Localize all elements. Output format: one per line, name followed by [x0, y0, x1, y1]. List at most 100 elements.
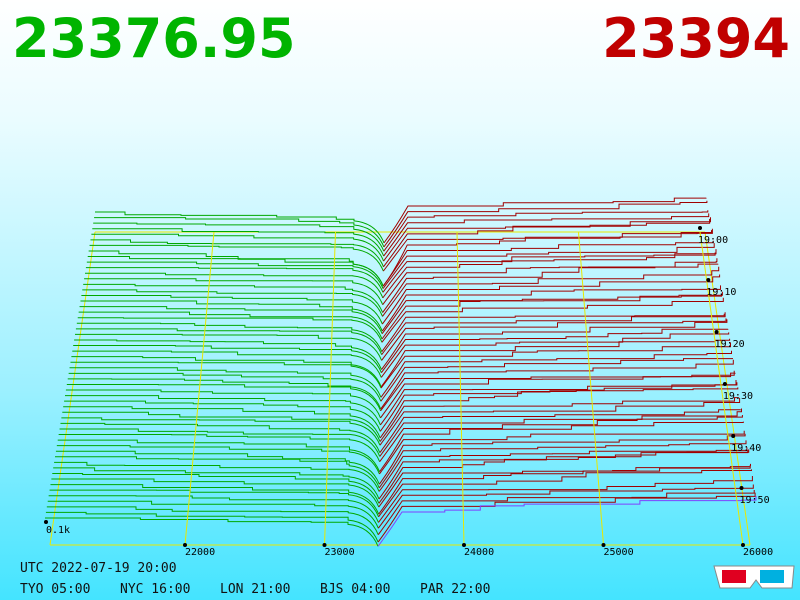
- time-tick: [698, 226, 702, 230]
- ask-depth-line: [377, 484, 754, 529]
- ask-depth-line: [381, 297, 724, 343]
- bid-depth-line: [65, 395, 381, 426]
- ask-depth-line: [383, 217, 711, 268]
- bid-depth-line: [70, 361, 382, 389]
- price-tick-label: 22000: [185, 547, 215, 558]
- red-lens: [722, 570, 746, 583]
- price-tick-label: 24000: [464, 547, 494, 558]
- price-grid-line: [699, 231, 744, 546]
- ask-depth-line: [381, 274, 721, 325]
- bid-depth-line: [55, 456, 380, 488]
- bid-depth-line: [74, 339, 382, 370]
- bid-depth-line: [68, 372, 382, 402]
- ask-depth-line: [379, 387, 739, 439]
- ask-depth-line: [380, 350, 732, 398]
- time-tick-label: 19:20: [715, 339, 745, 350]
- ask-depth-line: [383, 210, 709, 252]
- ask-depth-line: [379, 398, 741, 446]
- price-tick-label: 26000: [743, 547, 773, 558]
- bid-depth-line: [76, 322, 383, 352]
- bid-depth-line: [57, 439, 380, 472]
- utc-time: UTC 2022-07-19 20:00: [20, 561, 177, 576]
- bid-depth-line: [91, 233, 385, 262]
- ask-depth-line: [378, 469, 752, 518]
- bid-price: 23376.95: [12, 7, 296, 70]
- bid-depth-line: [59, 428, 381, 457]
- bid-depth-line: [65, 389, 381, 419]
- ask-depth-line: [381, 318, 727, 361]
- ask-depth-line: [383, 218, 711, 262]
- ask-depth-line: [381, 291, 723, 340]
- ask-depth-line: [380, 328, 729, 373]
- ask-depth-line: [380, 359, 734, 410]
- city-clock: TYO 05:00: [20, 582, 90, 597]
- time-tick: [714, 330, 719, 334]
- bid-depth-line: [85, 272, 384, 299]
- price-tick-label: 25000: [604, 547, 634, 558]
- volume-label: 0.1k: [46, 525, 70, 536]
- ask-depth-line: [378, 476, 753, 523]
- city-clock: PAR 22:00: [420, 582, 490, 597]
- ask-depth-line: [382, 263, 719, 313]
- ask-depth-line: [379, 430, 745, 475]
- bid-depth-line: [51, 478, 380, 508]
- price-grid-line: [456, 231, 465, 546]
- bid-depth-line: [49, 489, 380, 518]
- ask-depth-line: [381, 319, 728, 370]
- ask-depth-line: [377, 490, 755, 535]
- price-tick-label: 23000: [325, 547, 355, 558]
- bid-depth-line: [75, 328, 383, 355]
- time-tick-label: 19:00: [698, 235, 728, 246]
- time-tick-label: 19:30: [723, 391, 753, 402]
- bid-depth-line: [69, 367, 382, 398]
- bid-depth-line: [92, 228, 385, 257]
- bid-depth-line: [95, 211, 385, 244]
- ask-depth-line: [379, 382, 738, 432]
- ask-depth-line: [383, 213, 710, 257]
- bid-depth-line: [62, 411, 381, 442]
- ask-depth-line: [380, 342, 731, 389]
- bid-depth-line: [75, 333, 383, 361]
- time-tick-label: 19:40: [731, 443, 761, 454]
- bid-depth-line: [50, 484, 380, 515]
- ask-depth-line: [382, 243, 715, 289]
- price-grid-line: [184, 231, 215, 546]
- time-tick: [731, 434, 736, 438]
- ask-depth-line: [380, 372, 736, 419]
- ask-depth-line: [378, 449, 749, 500]
- bid-depth-line: [56, 445, 380, 475]
- ask-depth-line: [377, 492, 756, 543]
- time-tick: [739, 486, 744, 490]
- bid-depth-line: [94, 217, 385, 248]
- city-clock: BJS 04:00: [320, 582, 390, 597]
- bid-depth-line: [93, 222, 385, 252]
- ask-depth-line: [381, 295, 722, 335]
- bid-depth-line: [53, 467, 380, 500]
- price-tick: [741, 543, 745, 547]
- time-tick-label: 19:50: [740, 495, 770, 506]
- price-grid-line: [578, 231, 604, 546]
- ask-depth-line: [378, 440, 747, 489]
- time-tick: [706, 278, 711, 282]
- ask-depth-line: [379, 415, 743, 463]
- bid-depth-line: [58, 434, 381, 462]
- bid-depth-line: [54, 461, 380, 492]
- ask-depth-line: [380, 358, 733, 402]
- ask-depth-line: [381, 313, 725, 353]
- bid-depth-line: [45, 517, 379, 547]
- bid-depth-line: [86, 261, 384, 289]
- bid-depth-line: [78, 311, 383, 340]
- bid-depth-line: [60, 422, 381, 453]
- bid-depth-line: [47, 500, 379, 529]
- bid-depth-line: [61, 417, 381, 446]
- city-clock: LON 21:00: [220, 582, 290, 597]
- ask-depth-line: [382, 252, 716, 293]
- bid-depth-line: [89, 244, 384, 272]
- ask-depth-line: [378, 433, 746, 485]
- ask-depth-line: [381, 285, 721, 332]
- bid-depth-line: [55, 450, 380, 485]
- ask-depth-line: [382, 266, 720, 317]
- time-tick: [722, 382, 727, 386]
